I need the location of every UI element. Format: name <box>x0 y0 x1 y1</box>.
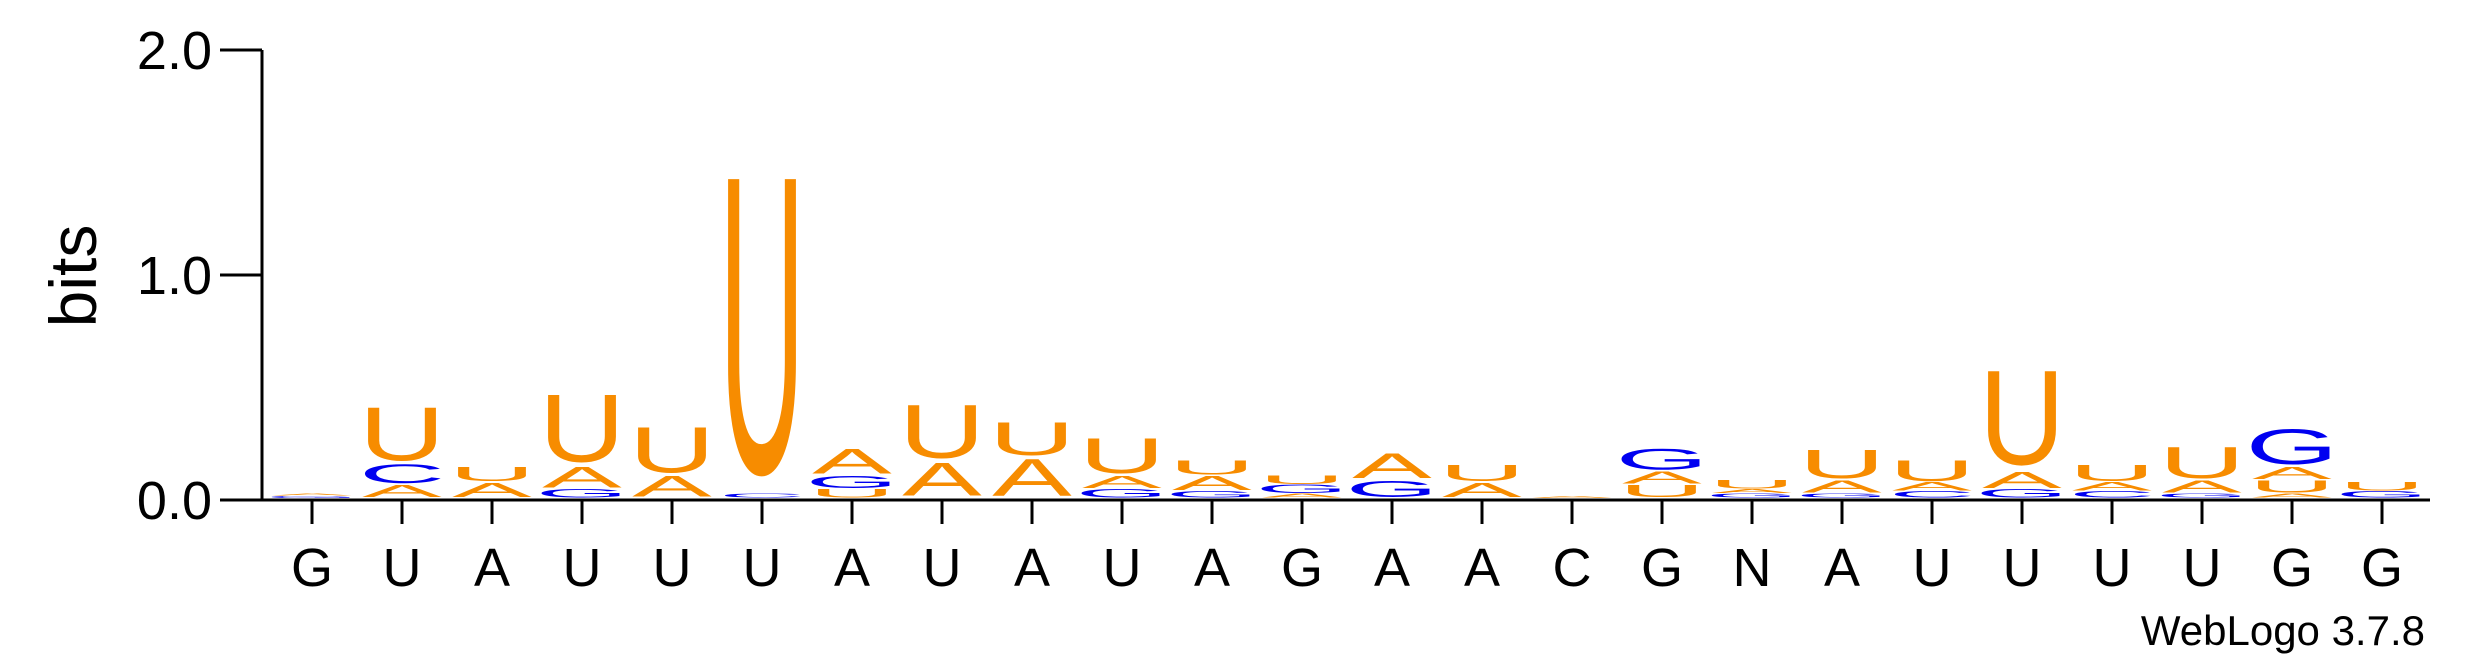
logo-letter-g: G <box>2246 419 2339 475</box>
logo-letter-a: A <box>1082 472 1162 492</box>
logo-letter-c: C <box>1889 490 1975 500</box>
x-tick-label: U <box>2003 538 2042 598</box>
weblogo-credit: WebLogo 3.7.8 <box>2141 607 2425 654</box>
logo-letter-c: C <box>359 460 445 489</box>
x-tick-label: A <box>474 538 510 598</box>
logo-letter-a: A <box>2162 477 2242 497</box>
logo-letter-g: G <box>1706 492 1799 499</box>
logo-letter-u: U <box>359 392 445 477</box>
logo-letter-g: G <box>536 487 629 500</box>
logo-letter-a: A <box>1802 477 1882 497</box>
logo-letter-g: G <box>266 495 359 498</box>
logo-letter-a: A <box>542 461 622 494</box>
logo-letter-a: A <box>1532 495 1613 498</box>
logo-letter-u: U <box>719 88 805 563</box>
logo-letter-u: U <box>1169 456 1255 479</box>
y-tick-label: 1.0 <box>137 246 212 306</box>
logo-letter-u: U <box>539 375 625 483</box>
x-tick-label: A <box>1824 538 1860 598</box>
x-tick-label: U <box>1103 538 1142 598</box>
logo-letter-u: U <box>1979 343 2065 493</box>
logo-letter-a: A <box>632 470 712 503</box>
logo-letter-u: U <box>1799 441 1885 487</box>
y-tick-label: 0.0 <box>137 471 212 531</box>
x-tick-label: U <box>2093 538 2132 598</box>
x-tick-label: G <box>2271 538 2313 598</box>
logo-letter-g: G <box>1256 482 1349 495</box>
x-tick-label: A <box>834 538 870 598</box>
x-tick-label: A <box>1464 538 1500 598</box>
logo-letter-g: G <box>1796 492 1889 499</box>
x-tick-label: U <box>923 538 962 598</box>
logo-letter-a: A <box>1892 480 1972 493</box>
y-axis-title: bits <box>36 225 110 328</box>
logo-letter-g: G <box>2336 490 2429 500</box>
logo-letter-a: A <box>452 478 532 501</box>
logo-letter-u: U <box>629 414 715 486</box>
y-tick-label: 2.0 <box>137 21 212 81</box>
logo-letter-g: G <box>2156 492 2249 499</box>
logo-letter-g: G <box>806 472 899 492</box>
logo-letter-u: U <box>449 463 535 486</box>
logo-letter-g: G <box>1346 476 1439 502</box>
logo-letter-a: A <box>2252 492 2333 499</box>
logo-letter-u: U <box>1439 460 1525 486</box>
logo-letter-a: A <box>272 493 353 496</box>
x-tick-label: C <box>1553 538 1592 598</box>
x-tick-label: G <box>291 538 333 598</box>
logo-letter-u: U <box>1889 454 1975 487</box>
logo-letter-u: U <box>1619 481 1705 501</box>
x-tick-label: U <box>653 538 692 598</box>
logo-letter-u: U <box>2159 439 2245 488</box>
logo-letter-u: U <box>2249 477 2335 497</box>
logo-letter-a: A <box>2252 463 2332 483</box>
logo-letter-u: U <box>809 487 895 500</box>
logo-letter-g: G <box>1076 487 1169 500</box>
x-tick-label: U <box>2183 538 2222 598</box>
x-tick-label: A <box>1014 538 1050 598</box>
logo-letter-a: A <box>992 447 1072 507</box>
x-tick-label: N <box>1733 538 1772 598</box>
logo-letter-a: A <box>812 442 892 482</box>
x-tick-label: A <box>1194 538 1230 598</box>
logo-letter-u: U <box>899 390 985 475</box>
logo-letter-a: A <box>1712 488 1793 495</box>
logo-letter-c: C <box>2069 490 2155 500</box>
logo-letter-u: U <box>2339 480 2425 493</box>
logo-letter-g: G <box>1166 490 1259 500</box>
logo-letter-a: A <box>1982 467 2062 493</box>
logo-letter-g: G <box>1976 487 2069 500</box>
x-tick-label: U <box>563 538 602 598</box>
logo-letter-g: G <box>1616 443 1709 476</box>
logo-letter-a: A <box>2072 480 2152 493</box>
logo-letter-a: A <box>1352 446 1432 486</box>
x-tick-label: G <box>1281 538 1323 598</box>
logo-letter-a: A <box>362 481 442 501</box>
x-tick-label: A <box>1374 538 1410 598</box>
logo-letter-u: U <box>1259 473 1345 486</box>
logo-letter-u: U <box>2069 460 2155 486</box>
x-tick-label: U <box>1913 538 1952 598</box>
logo-letter-a: A <box>1172 472 1252 495</box>
x-tick-label: G <box>2361 538 2403 598</box>
logo-letter-a: A <box>902 454 982 506</box>
logo-letter-u: U <box>989 413 1075 465</box>
x-tick-label: U <box>383 538 422 598</box>
logo-letter-a: A <box>1622 468 1702 488</box>
logo-letter-c: C <box>719 492 805 499</box>
x-tick-label: G <box>1641 538 1683 598</box>
logo-letter-u: U <box>1709 478 1795 491</box>
x-tick-label: U <box>743 538 782 598</box>
logo-letter-a: A <box>1262 492 1343 499</box>
logo-letter-a: A <box>1442 478 1522 501</box>
logo-letter-u: U <box>1079 428 1165 484</box>
y-ticks: 0.0 1.0 2.0 <box>137 21 262 531</box>
